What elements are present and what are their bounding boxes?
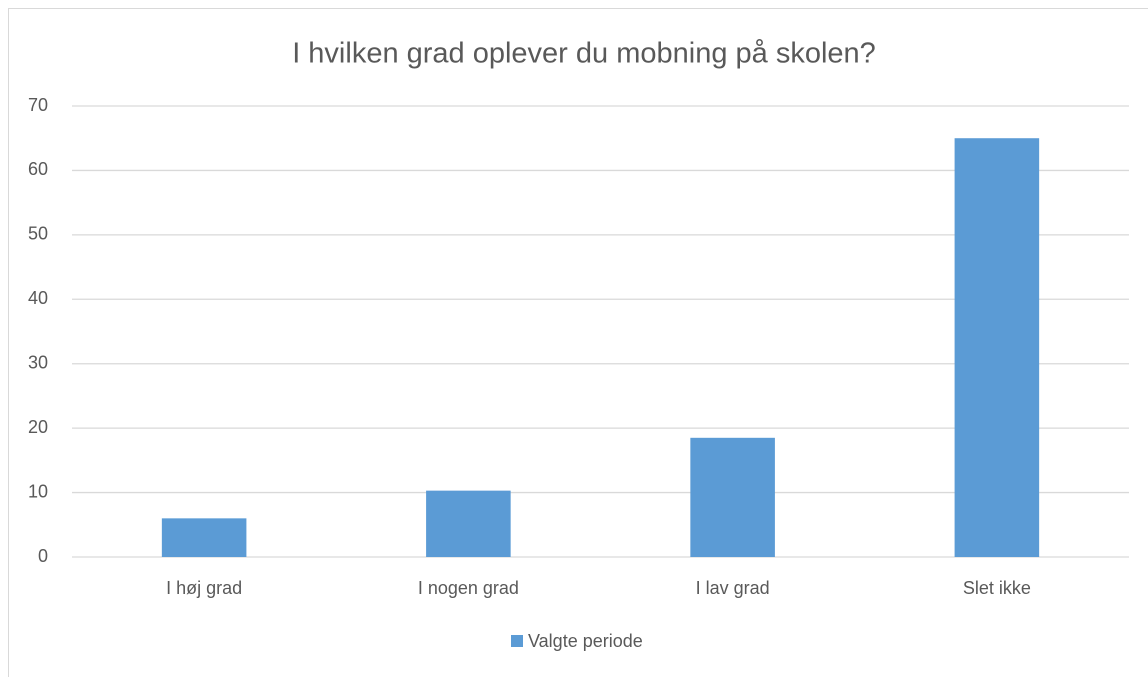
- y-tick-label: 30: [28, 352, 48, 372]
- x-tick-label: I nogen grad: [418, 578, 519, 598]
- bar: [690, 437, 775, 557]
- y-tick-label: 0: [38, 546, 48, 566]
- y-tick-label: 10: [28, 481, 48, 501]
- bar: [954, 138, 1040, 557]
- y-tick-label: 70: [28, 95, 48, 115]
- legend-label: Valgte periode: [528, 631, 643, 651]
- bar: [426, 490, 511, 557]
- y-tick-label: 40: [28, 288, 48, 308]
- y-tick-label: 50: [28, 224, 48, 244]
- bar: [161, 518, 247, 557]
- y-tick-label: 60: [28, 159, 48, 179]
- x-tick-label: Slet ikke: [963, 578, 1031, 598]
- chart-title: I hvilken grad oplever du mobning på sko…: [292, 38, 876, 70]
- legend-swatch: [511, 635, 523, 647]
- x-tick-label: I lav grad: [696, 578, 770, 598]
- x-tick-label: I høj grad: [166, 578, 242, 598]
- y-tick-label: 20: [28, 417, 48, 437]
